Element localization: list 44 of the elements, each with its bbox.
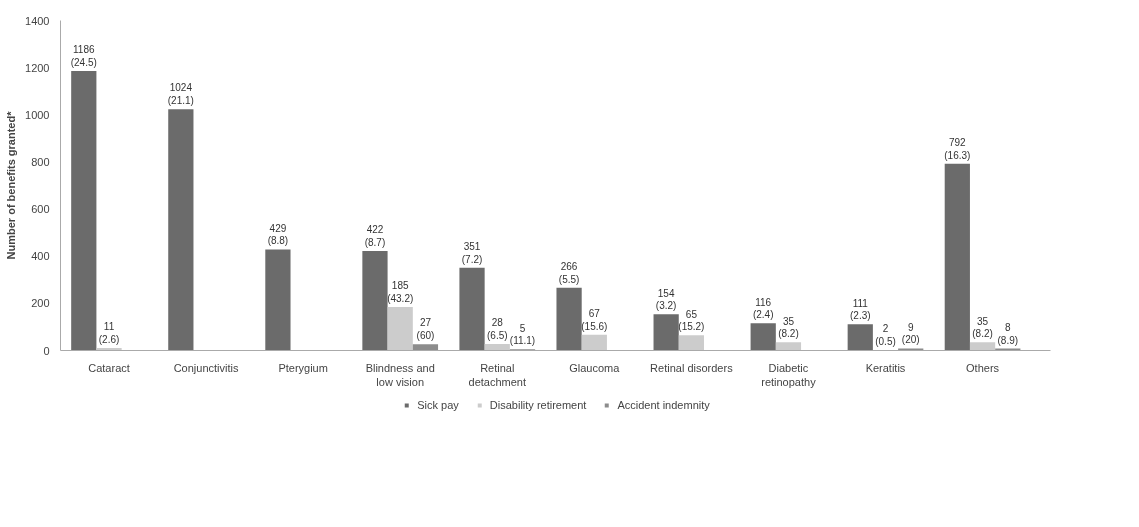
- data-label: 65 (15.2): [678, 308, 705, 333]
- x-tick-label: Others: [966, 361, 1000, 374]
- data-label: 35 (8.2): [778, 315, 799, 340]
- x-tick-label: Retinal disorders: [650, 361, 734, 374]
- data-label: 111 (2.3): [849, 297, 871, 322]
- x-tick-label: Retinal detachment: [468, 361, 527, 388]
- legend-label: Disability retirement: [489, 399, 587, 411]
- x-tick-label: Glaucoma: [569, 361, 621, 374]
- legend-label: Accident indemnity: [617, 399, 710, 411]
- y-tick-label: 600: [31, 203, 50, 216]
- data-label: 429 (8.8): [267, 222, 289, 247]
- x-tick-label: Conjunctivitis: [173, 361, 239, 374]
- y-tick-label: 0: [43, 344, 50, 357]
- data-label: 154 (3.2): [655, 287, 677, 312]
- y-tick-label: 400: [31, 250, 50, 263]
- data-label: 5 (11.1): [509, 322, 536, 347]
- data-label: 27 (60): [416, 317, 435, 342]
- data-label: 1024 (21.1): [167, 82, 194, 107]
- x-tick-label: Cataract: [88, 361, 130, 374]
- data-label: 792 (16.3): [944, 137, 971, 161]
- x-tick-label: Keratitis: [865, 361, 906, 374]
- y-tick-label: 200: [31, 297, 50, 310]
- y-axis-title: Number of benefits granted*: [5, 110, 18, 260]
- data-label: 35 (8.2): [972, 315, 993, 340]
- data-label: 8 (8.9): [997, 321, 1019, 346]
- data-label: 2 (0.5): [875, 323, 896, 348]
- x-tick-label: Pterygium: [278, 361, 328, 374]
- data-label: 266 (5.5): [558, 261, 580, 285]
- y-tick-label: 800: [31, 155, 50, 168]
- data-label: 351 (7.2): [461, 241, 483, 265]
- data-label: 9 (20): [901, 321, 920, 346]
- x-tick-label: Blindness and low vision: [365, 361, 435, 388]
- y-tick-label: 1400: [25, 14, 50, 27]
- data-label: 185 (43.2): [387, 280, 414, 304]
- y-tick-label: 1000: [25, 108, 50, 121]
- data-label: 1186 (24.5): [70, 44, 97, 68]
- x-tick-label: Diabetic retinopathy: [761, 361, 817, 388]
- legend-label: Sick pay: [417, 399, 459, 411]
- data-label: 67 (15.6): [581, 308, 608, 332]
- data-label: 116 (2.4): [752, 296, 774, 321]
- data-label: 28 (6.5): [486, 317, 508, 341]
- data-label: 11 (2.6): [98, 321, 120, 345]
- data-label: 422 (8.7): [364, 224, 386, 249]
- y-tick-label: 1200: [25, 61, 50, 74]
